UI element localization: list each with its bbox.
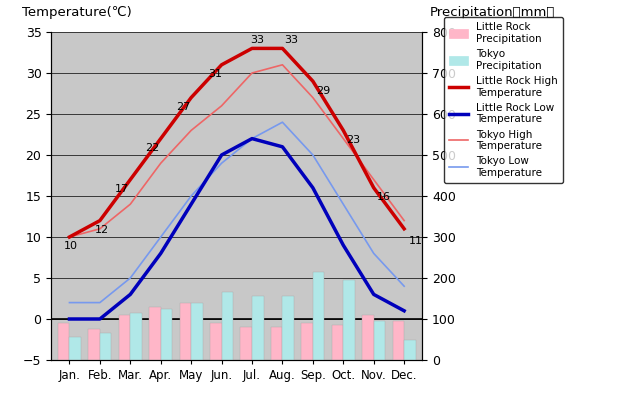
Text: 29: 29 — [316, 86, 330, 96]
Text: Temperature(℃): Temperature(℃) — [22, 6, 131, 19]
Bar — [161, 309, 172, 360]
Text: 27: 27 — [176, 102, 190, 112]
Text: 22: 22 — [145, 143, 160, 153]
Legend: Little Rock
Precipitation, Tokyo
Precipitation, Little Rock High
Temperature, Li: Little Rock Precipitation, Tokyo Precipi… — [444, 17, 563, 183]
Bar — [131, 313, 142, 360]
Text: 16: 16 — [377, 192, 391, 202]
Bar — [301, 323, 313, 360]
Bar — [392, 321, 404, 360]
Bar — [191, 302, 203, 360]
Text: 23: 23 — [346, 135, 360, 145]
Bar — [210, 323, 221, 360]
Bar — [180, 302, 191, 360]
Bar — [119, 315, 131, 360]
Bar — [343, 280, 355, 360]
Text: 12: 12 — [95, 225, 109, 235]
Bar — [252, 296, 264, 360]
Bar — [332, 325, 343, 360]
Text: 11: 11 — [409, 236, 422, 246]
Bar — [58, 323, 70, 360]
Text: 17: 17 — [115, 184, 129, 194]
Bar — [313, 272, 324, 360]
Bar — [374, 321, 385, 360]
Bar — [241, 327, 252, 360]
Text: 33: 33 — [250, 36, 264, 46]
Text: 31: 31 — [208, 69, 222, 79]
Text: 33: 33 — [284, 36, 298, 46]
Bar — [70, 338, 81, 360]
Bar — [100, 333, 111, 360]
Bar — [362, 315, 374, 360]
Bar — [282, 296, 294, 360]
Bar — [221, 292, 233, 360]
Bar — [271, 327, 282, 360]
Bar — [149, 307, 161, 360]
Text: 10: 10 — [63, 241, 77, 251]
Bar — [88, 329, 100, 360]
Text: Precipitation（mm）: Precipitation（mm） — [430, 6, 555, 19]
Bar — [404, 340, 416, 360]
